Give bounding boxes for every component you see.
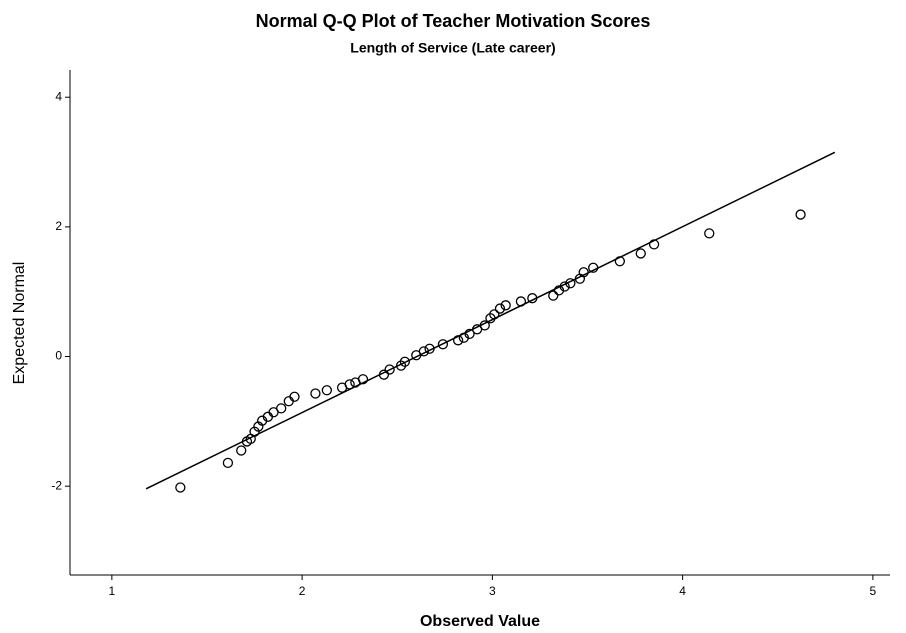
point: [399, 356, 410, 367]
chart-subtitle: Length of Service (Late career): [350, 40, 555, 56]
point: [548, 290, 559, 301]
point: [321, 385, 332, 396]
point: [222, 457, 234, 468]
point: [357, 374, 369, 385]
point: [310, 388, 321, 399]
point: [437, 339, 449, 350]
x-tick-label: 4: [679, 584, 686, 598]
point: [494, 303, 506, 314]
point: [175, 482, 186, 493]
point: [464, 328, 475, 339]
y-axis-label: Expected Normal: [11, 262, 28, 385]
y-tick-label: -2: [51, 478, 62, 492]
x-tick-label: 1: [109, 584, 116, 598]
x-tick-label: 5: [870, 584, 877, 598]
y-tick-label: 4: [55, 89, 62, 103]
point: [795, 209, 806, 220]
y-tick-label: 2: [55, 219, 62, 233]
point: [276, 403, 287, 414]
x-tick-label: 3: [489, 584, 496, 598]
point: [704, 228, 715, 239]
x-axis-label: Observed Value: [420, 613, 540, 630]
x-tick-label: 2: [299, 584, 306, 598]
chart-title: Normal Q-Q Plot of Teacher Motivation Sc…: [256, 11, 651, 31]
point: [289, 391, 300, 402]
point: [283, 396, 294, 407]
point: [384, 364, 395, 375]
point: [236, 445, 247, 456]
point: [635, 248, 646, 259]
reference-line: [145, 151, 836, 490]
y-tick-label: 0: [55, 349, 62, 363]
point: [500, 300, 511, 311]
